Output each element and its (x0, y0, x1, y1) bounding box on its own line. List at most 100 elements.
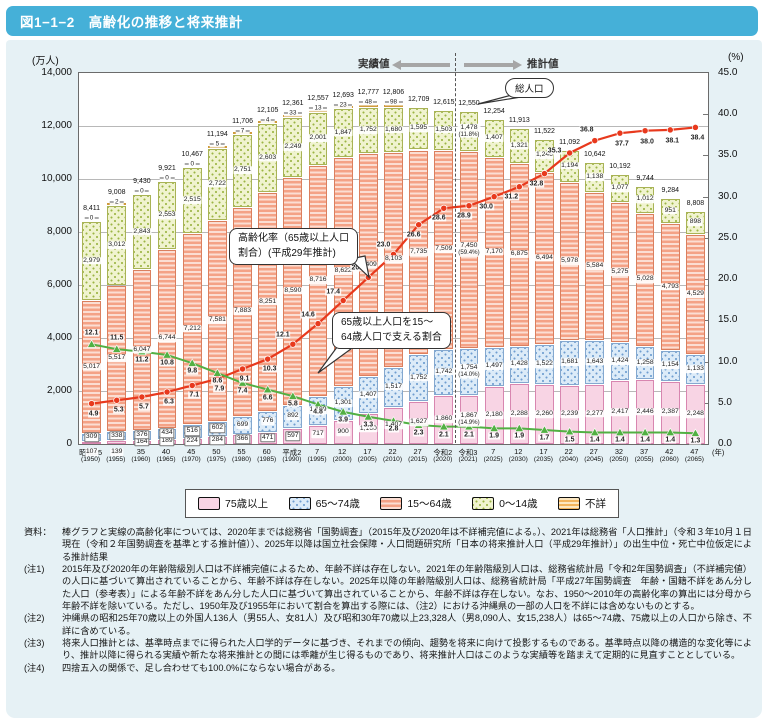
aging-rate-marker (641, 127, 649, 135)
aging-rate-marker (163, 388, 171, 396)
total-population-label: 12,615 (433, 98, 455, 106)
65-74-value-label: 1,754 (14.0%) (457, 364, 481, 379)
0-14-value-label: 2,249 (283, 143, 303, 151)
right-axis-tick (703, 155, 708, 157)
support-ratio-value-label: 10.8 (159, 359, 175, 367)
65-74-value-label: 1,154 (660, 361, 680, 370)
15-64-value-label: 5,017 (82, 362, 102, 371)
65-74-value-label: 1,742 (434, 367, 454, 376)
support-ratio-value-label: 6.6 (261, 394, 274, 402)
total-population-label: 12,806 (382, 88, 405, 96)
total-population-label: 9,284 (661, 186, 680, 194)
75plus-value-label: 189 (159, 436, 175, 447)
total-population-label: 10,192 (609, 162, 631, 170)
15-64-value-label: 8,716 (308, 276, 328, 284)
x-label-era: 令和2 (433, 448, 453, 457)
0-14-value-label: 1,478 (11.8%) (457, 123, 481, 139)
total-population-label: 12,361 (282, 100, 304, 108)
65-74-value-label: 1,522 (534, 360, 554, 368)
75plus-value-label: 2,260 (534, 410, 554, 418)
75plus-value-label: 2,288 (509, 409, 529, 418)
75plus-value-label: 1,627 (409, 418, 429, 427)
0-14-value-label: 898 (688, 218, 703, 227)
x-label-era: 40 (161, 447, 171, 456)
0-14-value-label: 1,503 (434, 125, 454, 134)
support-ratio-marker (640, 427, 650, 436)
75plus-value-label: 139 (110, 448, 124, 456)
0-14-value-label: 1,246 (534, 151, 554, 159)
aging-rate-value-label: 26.6 (405, 231, 422, 239)
unknown-value-label: 7 (235, 127, 250, 135)
source-note-tag: 資料： (24, 527, 52, 537)
15-64-value-label: 7,581 (207, 316, 227, 324)
x-label-era: 12 (514, 447, 523, 456)
aging-rate-value-label: 23.0 (375, 241, 392, 249)
aging-rate-value-label: 36.8 (578, 126, 595, 134)
65-74-value-label: 892 (286, 412, 300, 421)
15-64-value-label: 8,622 (333, 267, 353, 276)
year-unit-label: (年) (712, 448, 725, 457)
0-14-value-label: 2,553 (157, 211, 177, 219)
0-14-value-label: 1,407 (484, 134, 504, 142)
support-ratio-marker (212, 368, 223, 377)
15-64-value-label: 6,875 (509, 250, 529, 259)
75plus-value-label: 1,407 (383, 421, 404, 430)
x-label-era: 平成2 (282, 448, 302, 457)
total-population-label: 11,522 (534, 127, 555, 135)
support-ratio-value-label: 9.8 (186, 367, 199, 375)
support-ratio-value-label: 1.3 (689, 437, 702, 445)
x-label-era: 47 (690, 447, 699, 456)
plot-area: 107 309 5,017 2,979 0 8,411 139 338 5,517 3,012 2 9… (78, 72, 709, 456)
support-ratio-marker (615, 427, 625, 436)
65-74-value-label: 376 (134, 429, 150, 440)
unknown-value-label: 0 (84, 214, 99, 222)
15-64-value-label: 7,883 (233, 307, 253, 316)
aging-rate-value-label: 37.7 (614, 140, 630, 148)
75plus-value-label: 1,867 (14.9%) (457, 412, 481, 427)
aging-rate-marker (264, 355, 272, 363)
0-14-value-label: 1,680 (383, 125, 404, 134)
75plus-value-label: 900 (336, 428, 350, 436)
aging-rate-marker (490, 193, 498, 201)
right-axis-tick (703, 361, 708, 363)
aging-rate-value-label: 9.1 (238, 375, 251, 383)
legend: 75歳以上 65〜74歳 15〜64歳 0〜14歳 不詳 (185, 489, 619, 518)
total-population-label: 12,693 (332, 91, 354, 99)
15-64-value-label: 7,170 (484, 247, 504, 256)
15-64-value-label: 4,529 (685, 290, 705, 299)
75plus-value-label: 224 (184, 436, 200, 446)
support-ratio-callout: 65歳以上人口を15〜 64歳人口で支える割合 (332, 312, 451, 349)
total-population-label: 12,557 (307, 95, 329, 103)
source-note: 資料： 棒グラフと実線の高齢化率については、2020年までは総務省「国勢調査」（… (24, 526, 752, 563)
0-14-value-label: 2,751 (233, 166, 253, 175)
aging-rate-value-label: 6.3 (163, 398, 175, 406)
total-population-label: 11,194 (206, 131, 228, 139)
x-label-era: 22 (564, 447, 573, 456)
support-ratio-marker (288, 391, 298, 400)
right-axis-tick (703, 196, 708, 198)
0-14-value-label: 2,843 (132, 227, 152, 236)
projection-values-label: 推計値 (527, 58, 559, 70)
aging-rate-marker (239, 365, 246, 373)
15-64-value-label: 5,517 (107, 354, 127, 363)
aging-rate-value-label: 38.1 (664, 137, 681, 145)
left-axis-tick-label: 0 (66, 438, 72, 449)
total-population-label: 12,105 (256, 107, 279, 115)
75plus-value-label: 597 (285, 431, 301, 441)
x-label-era: 17 (539, 447, 548, 456)
aging-rate-value-label: 5.3 (112, 406, 125, 414)
support-ratio-value-label: 2.1 (437, 431, 450, 439)
right-axis-tick (703, 279, 708, 281)
total-population-label: 10,642 (584, 150, 606, 158)
aging-rate-marker (691, 123, 699, 131)
right-axis-tick-label: 15.0 (718, 314, 738, 326)
x-label-era: 55 (237, 447, 246, 456)
aging-rate-callout-line1: 高齢化率（65歳以上人口 (238, 233, 350, 244)
15-64-value-label: 5,028 (635, 275, 655, 284)
support-ratio-value-label: 3.3 (362, 421, 375, 429)
legend-label-65-74: 65〜74歳 (315, 498, 360, 510)
projection-arrow-icon (464, 60, 522, 69)
0-14-value-label: 1,138 (585, 173, 605, 181)
aging-rate-value-label: 10.3 (261, 365, 278, 373)
65-74-value-label: 1,681 (560, 358, 580, 367)
